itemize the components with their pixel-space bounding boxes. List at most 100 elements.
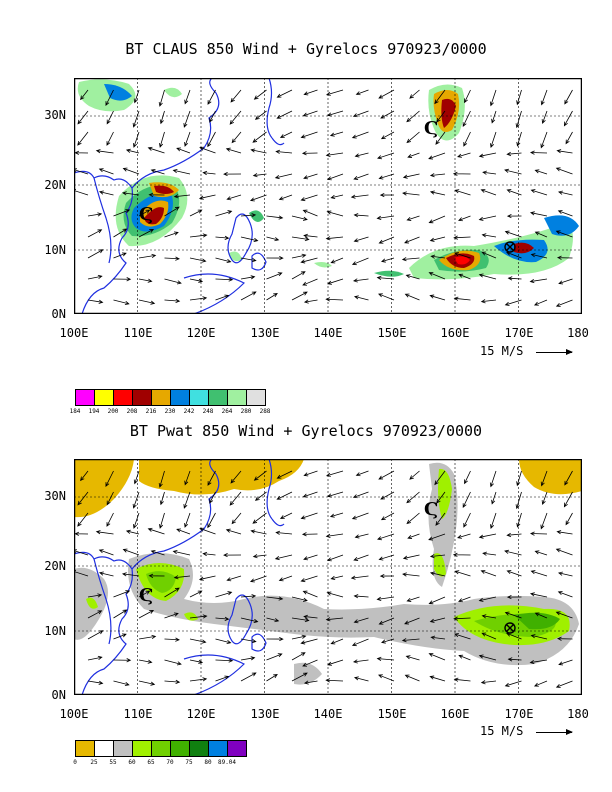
wind-vector-arrow xyxy=(454,252,471,259)
wind-vector-arrow xyxy=(303,470,318,477)
wind-vector-arrow xyxy=(353,594,369,599)
wind-vector-arrow xyxy=(215,210,233,217)
wind-vector-arrow xyxy=(404,617,420,625)
wind-vector-arrow xyxy=(533,299,548,306)
wind-vector-arrow xyxy=(428,652,446,661)
wind-vector-arrow xyxy=(378,617,395,625)
wind-vector-arrow xyxy=(506,189,522,196)
wind-vector-arrow xyxy=(435,131,446,145)
wind-vector-arrow xyxy=(132,110,140,128)
wind-vector-arrow xyxy=(353,676,369,682)
wind-vector-arrow xyxy=(429,675,446,682)
wind-vector-arrow xyxy=(491,491,497,505)
colorbar-swatch xyxy=(132,389,152,406)
wind-vector-arrow xyxy=(132,491,140,509)
wind-vector-arrow xyxy=(558,278,573,285)
wind-vector-arrow xyxy=(87,274,103,280)
wind-vector-arrow xyxy=(147,527,165,535)
wind-vector-arrow xyxy=(275,149,293,154)
colorbar-tick-label: 55 xyxy=(109,759,117,766)
wind-vector-arrow xyxy=(516,89,522,106)
colorbar-swatch xyxy=(94,389,114,406)
wind-vector-arrow xyxy=(74,150,89,155)
wind-vector-arrow xyxy=(463,512,471,528)
wind-vector-arrow xyxy=(253,89,267,100)
wind-vector-arrow xyxy=(240,236,259,243)
wind-vector-arrow xyxy=(481,251,497,259)
panel-2-title: BT Pwat 850 Wind + Gyrelocs 970923/0000 xyxy=(129,422,483,440)
wind-vector-arrow xyxy=(164,278,182,285)
wind-vector-arrow xyxy=(147,146,165,154)
wind-vector-arrow xyxy=(480,569,497,577)
wind-vector-arrow xyxy=(330,257,344,264)
lon-label: 120E xyxy=(186,707,216,721)
wind-vector-arrow xyxy=(215,591,233,598)
wind-vector-arrow xyxy=(555,680,573,688)
wind-vector-arrow xyxy=(429,294,446,301)
wind-vector-arrow xyxy=(405,655,420,661)
wind-vector-arrow xyxy=(351,257,369,266)
lat-label: 20N xyxy=(44,178,66,192)
wind-vector-arrow xyxy=(138,590,151,598)
lon-label: 170E xyxy=(504,326,534,340)
wind-vector-arrow xyxy=(480,680,497,685)
wind-vector-arrow xyxy=(452,552,471,557)
wind-vector-arrow xyxy=(230,89,242,103)
panel-1-title: BT CLAUS 850 Wind + Gyrelocs 970923/0000 xyxy=(125,40,487,58)
wind-vector-arrow xyxy=(406,596,420,602)
lat-label: 30N xyxy=(44,489,66,503)
wind-vector-arrow xyxy=(353,213,369,218)
colorbar-swatch xyxy=(151,740,171,757)
wind-vector-arrow xyxy=(478,533,497,539)
wind-vector-arrow xyxy=(198,194,216,200)
wind-vector-arrow xyxy=(266,272,283,280)
lon-label: 150E xyxy=(377,707,407,721)
wind-vector-arrow xyxy=(164,298,181,303)
wind-vector-arrow xyxy=(435,512,446,526)
wind-vector-arrow xyxy=(530,531,548,536)
wind-vector-arrow xyxy=(409,470,420,480)
wind-vector-arrow xyxy=(354,152,369,158)
lon-label: 160E xyxy=(440,707,470,721)
wind-vector-arrow xyxy=(138,278,153,283)
lon-label: 140E xyxy=(313,326,343,340)
lon-label: 140E xyxy=(313,707,343,721)
wind-vector-arrow xyxy=(275,530,293,535)
wind-vector-arrow xyxy=(507,657,522,662)
wind-vector-arrow xyxy=(173,575,191,580)
map-frame xyxy=(74,459,582,695)
wind-vector-arrow xyxy=(223,171,242,177)
wind-vector-arrow xyxy=(106,110,114,125)
wind-vector-arrow xyxy=(401,638,420,643)
wind-vector-arrow xyxy=(302,590,318,598)
wind-vector-arrow xyxy=(133,470,140,485)
wind-vector-arrow xyxy=(406,491,420,504)
gyre-location-markers: Ϛ Ϛ xyxy=(139,499,516,634)
wind-vector-arrow xyxy=(207,512,216,529)
lat-label: 10N xyxy=(44,624,66,638)
wind-vector-arrow xyxy=(77,491,89,506)
wind-vector-arrow xyxy=(480,188,497,196)
wind-vector-arrow xyxy=(325,470,344,477)
wind-vector-arrow xyxy=(266,596,284,601)
tropical-cyclone-icon: Ϛ xyxy=(424,499,438,520)
colorbar-swatch xyxy=(246,389,266,406)
colorbar-tick-label: 280 xyxy=(240,408,252,415)
wind-vector-arrow xyxy=(380,131,395,140)
wind-vector-arrow xyxy=(266,617,280,623)
colorbar-swatch xyxy=(132,740,152,757)
wind-vector-arrow xyxy=(464,89,471,104)
wind-vector-arrow xyxy=(303,680,318,685)
wind-vector-arrow xyxy=(452,171,471,176)
wind-vector-arrow xyxy=(436,110,446,123)
colorbar-swatch xyxy=(113,389,133,406)
wind-vector-arrow xyxy=(404,674,420,682)
wind-vector-arrow xyxy=(353,295,369,301)
wind-vector-arrow xyxy=(184,89,191,105)
lon-label: 110E xyxy=(123,707,153,721)
wind-vector-arrow xyxy=(453,235,471,240)
wind-vector-arrow xyxy=(274,173,293,180)
wind-vector-arrow xyxy=(302,278,318,286)
wind-vector-arrow xyxy=(113,228,128,238)
wind-vector-arrow xyxy=(302,659,318,667)
